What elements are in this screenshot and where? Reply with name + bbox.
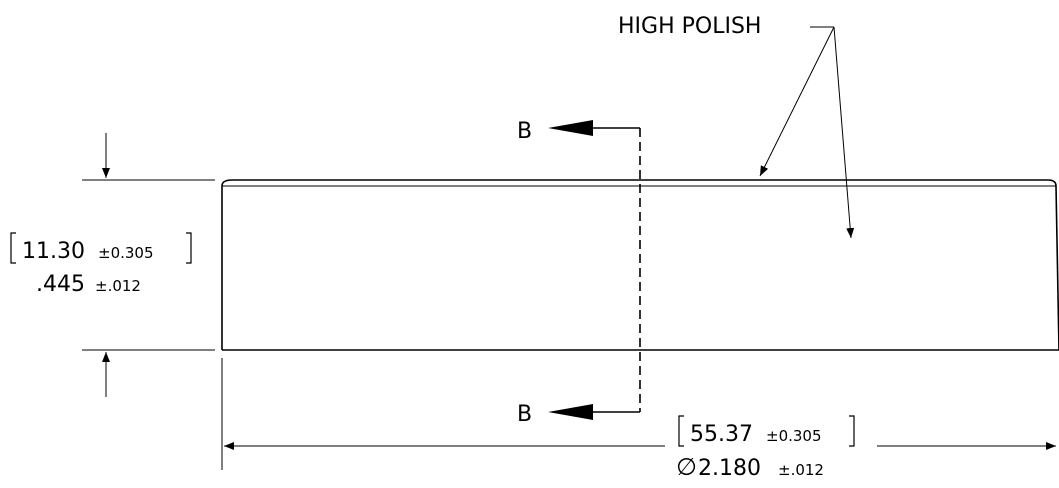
bracket-left bbox=[10, 232, 16, 264]
surface-note-leaders bbox=[759, 26, 855, 239]
section-line bbox=[590, 127, 641, 413]
height-metric-value: 11.30 bbox=[22, 239, 85, 264]
diameter-inch-tolerance: ±.012 bbox=[778, 461, 824, 479]
height-inch-value: .445 bbox=[36, 272, 85, 297]
section-label-top: B bbox=[517, 119, 532, 144]
leader-to-top-edge bbox=[759, 26, 835, 177]
section-label-bottom: B bbox=[517, 402, 532, 427]
diameter-metric-value: 55.37 bbox=[690, 422, 753, 447]
diameter-inch-value: 2.180 bbox=[698, 456, 761, 481]
part-top-edge bbox=[221, 179, 1057, 187]
bracket-right bbox=[849, 415, 855, 447]
height-dimension bbox=[10, 133, 215, 397]
leader-to-face bbox=[833, 26, 855, 239]
diameter-metric-tolerance: ±0.305 bbox=[766, 427, 822, 445]
section-arrow-top-icon bbox=[548, 120, 593, 136]
section-arrow-bottom-icon bbox=[548, 404, 593, 420]
height-metric-tolerance: ±0.305 bbox=[98, 244, 154, 262]
diameter-icon: ∅ bbox=[676, 453, 697, 481]
part-outline bbox=[221, 179, 1059, 351]
diameter-dimension bbox=[221, 358, 1056, 470]
surface-finish-note: HIGH POLISH bbox=[618, 14, 761, 39]
bracket-right bbox=[186, 232, 192, 264]
height-inch-tolerance: ±.012 bbox=[95, 277, 141, 295]
bracket-left bbox=[678, 415, 684, 447]
